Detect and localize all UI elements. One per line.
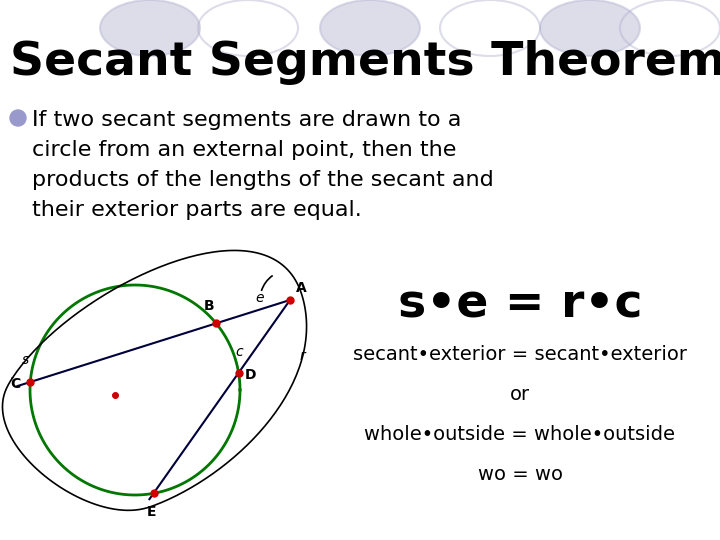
- Text: e: e: [255, 291, 264, 305]
- Text: circle from an external point, then the: circle from an external point, then the: [32, 140, 456, 160]
- Ellipse shape: [320, 0, 420, 56]
- Text: A: A: [296, 281, 307, 295]
- Text: whole•outside = whole•outside: whole•outside = whole•outside: [364, 426, 675, 444]
- Text: r: r: [300, 349, 306, 363]
- Text: their exterior parts are equal.: their exterior parts are equal.: [32, 200, 361, 220]
- Text: s•e = r•c: s•e = r•c: [397, 282, 642, 327]
- Text: secant•exterior = secant•exterior: secant•exterior = secant•exterior: [353, 346, 687, 365]
- Text: B: B: [204, 299, 214, 313]
- Text: products of the lengths of the secant and: products of the lengths of the secant an…: [32, 170, 494, 190]
- Text: If two secant segments are drawn to a: If two secant segments are drawn to a: [32, 110, 462, 130]
- Text: wo = wo: wo = wo: [477, 465, 562, 484]
- Text: Secant Segments Theorem: Secant Segments Theorem: [10, 40, 720, 85]
- Text: or: or: [510, 386, 530, 404]
- Text: s: s: [22, 353, 29, 367]
- Text: C: C: [10, 377, 20, 391]
- Ellipse shape: [540, 0, 640, 56]
- Circle shape: [10, 110, 26, 126]
- Text: D: D: [245, 368, 256, 382]
- Text: E: E: [147, 505, 156, 519]
- Text: c: c: [235, 345, 243, 359]
- Ellipse shape: [100, 0, 200, 56]
